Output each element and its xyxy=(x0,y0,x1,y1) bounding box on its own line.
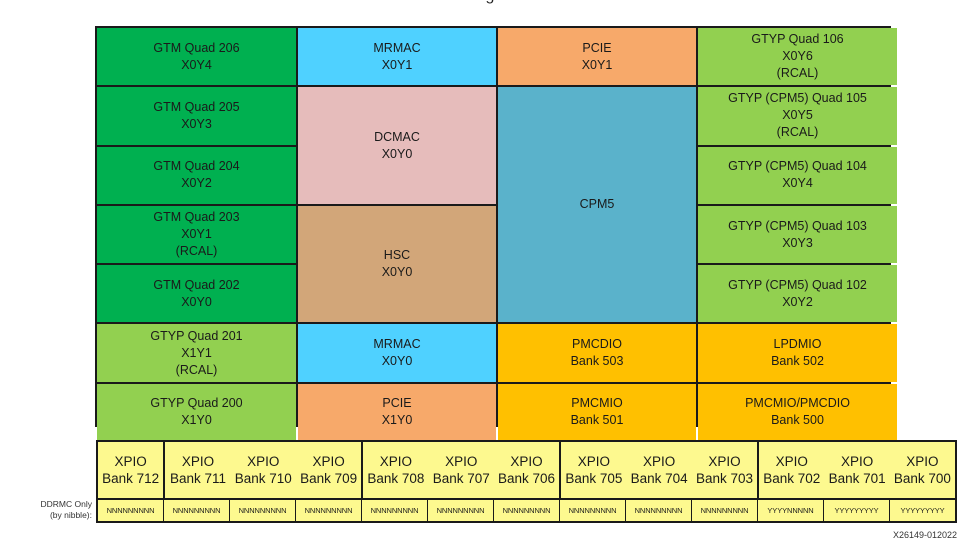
xpio-bank-strip: XPIO Bank 712 XPIO Bank 711 XPIO Bank 710 X… xyxy=(96,440,957,523)
figure-id: X26149-012022 xyxy=(892,530,957,540)
ddrmc-nibble-row: NNNNNNNNN NNNNNNNNN NNNNNNNNN NNNNNNNNN NNNN… xyxy=(98,498,955,521)
ddrmc-nibble-cell: NNNNNNNNN xyxy=(106,506,155,515)
block-gtyp-105: GTYP (CPM5) Quad 105 X0Y5 (RCAL) xyxy=(698,87,897,145)
xpio-bank: XPIO Bank 708 xyxy=(361,442,428,498)
ddrmc-nibble-cell: NNNNNNNNN xyxy=(163,500,229,521)
xpio-bank: XPIO Bank 700 xyxy=(893,454,951,486)
block-gtyp-201: GTYP Quad 201 X1Y1 (RCAL) xyxy=(97,324,296,382)
block-gtyp-102: GTYP (CPM5) Quad 102 X0Y2 xyxy=(698,265,897,323)
ddrmc-nibble-cell: YYYYYYYYY xyxy=(823,500,889,521)
ddrmc-nibble-cell: NNNNNNNNN xyxy=(559,500,625,521)
block-gtm-204: GTM Quad 204 X0Y2 xyxy=(97,146,296,204)
ddrmc-only-label: DDRMC Only (by nibble): xyxy=(40,499,92,520)
ddrmc-nibble-cell: NNNNNNNNN xyxy=(229,500,295,521)
xpio-bank: XPIO Bank 711 xyxy=(163,442,230,498)
block-pcie-x1y0: PCIE X1Y0 xyxy=(298,383,496,442)
device-floorplan-grid: GTM Quad 206 X0Y4 GTM Quad 205 X0Y3 GTM Qu… xyxy=(95,26,897,442)
xpio-bank: XPIO Bank 712 xyxy=(102,454,160,486)
ddrmc-nibble-cell: YYYYNNNNN xyxy=(757,500,823,521)
ddrmc-nibble-cell: NNNNNNNNN xyxy=(295,500,361,521)
xpio-bank: XPIO Bank 707 xyxy=(432,454,490,486)
block-dcmac-x0y0: DCMAC X0Y0 xyxy=(298,87,496,204)
block-gtyp-106: GTYP Quad 106 X0Y6 (RCAL) xyxy=(698,28,897,86)
block-gtm-205: GTM Quad 205 X0Y3 xyxy=(97,87,296,145)
block-lpdmio-502: LPDMIO Bank 502 xyxy=(698,324,897,382)
block-cpm5: CPM5 xyxy=(498,87,696,323)
xpio-bank: XPIO Bank 705 xyxy=(559,442,626,498)
xpio-bank: XPIO Bank 706 xyxy=(498,454,556,486)
block-mrmac-x0y1: MRMAC X0Y1 xyxy=(298,28,496,86)
block-pcie-x0y1: PCIE X0Y1 xyxy=(498,28,696,86)
xpio-bank: XPIO Bank 710 xyxy=(234,454,292,486)
block-gtm-203: GTM Quad 203 X0Y1 (RCAL) xyxy=(97,205,296,264)
ddrmc-nibble-cell: NNNNNNNNN xyxy=(691,500,757,521)
xpio-bank: XPIO Bank 704 xyxy=(630,454,688,486)
xpio-bank-row: XPIO Bank 712 XPIO Bank 711 XPIO Bank 710 X… xyxy=(98,442,955,498)
block-mrmac-x0y0: MRMAC X0Y0 xyxy=(298,324,496,382)
block-gtm-202: GTM Quad 202 X0Y0 xyxy=(97,265,296,323)
xpio-bank: XPIO Bank 709 xyxy=(300,454,358,486)
block-gtyp-103: GTYP (CPM5) Quad 103 X0Y3 xyxy=(698,205,897,264)
ddrmc-nibble-cell: NNNNNNNNN xyxy=(493,500,559,521)
xpio-bank: XPIO Bank 701 xyxy=(828,454,886,486)
xpio-bank: XPIO Bank 702 xyxy=(757,442,824,498)
block-gtyp-200: GTYP Quad 200 X1Y0 xyxy=(97,383,296,442)
block-hsc-x0y0: HSC X0Y0 xyxy=(298,205,496,323)
block-pmcdio-503: PMCDIO Bank 503 xyxy=(498,324,696,382)
ddrmc-nibble-cell: NNNNNNNNN xyxy=(625,500,691,521)
block-gtm-206: GTM Quad 206 X0Y4 xyxy=(97,28,296,86)
ddrmc-nibble-cell: NNNNNNNNN xyxy=(361,500,427,521)
ddrmc-nibble-cell: YYYYYYYYY xyxy=(889,500,955,521)
ddrmc-nibble-cell: NNNNNNNNN xyxy=(427,500,493,521)
block-pmcmio-501: PMCMIO Bank 501 xyxy=(498,383,696,442)
block-gtyp-104: GTYP (CPM5) Quad 104 X0Y4 xyxy=(698,146,897,204)
xpio-bank: XPIO Bank 703 xyxy=(695,454,753,486)
figure-title-fragment: g xyxy=(360,0,620,6)
block-pmcmio-500: PMCMIO/PMCDIO Bank 500 xyxy=(698,383,897,442)
